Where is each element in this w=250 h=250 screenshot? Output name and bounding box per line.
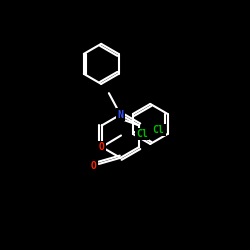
Text: N: N [118,110,123,120]
Text: Cl: Cl [136,129,148,139]
Text: Cl: Cl [152,125,164,135]
Text: O: O [90,160,96,170]
Text: O: O [99,142,105,152]
